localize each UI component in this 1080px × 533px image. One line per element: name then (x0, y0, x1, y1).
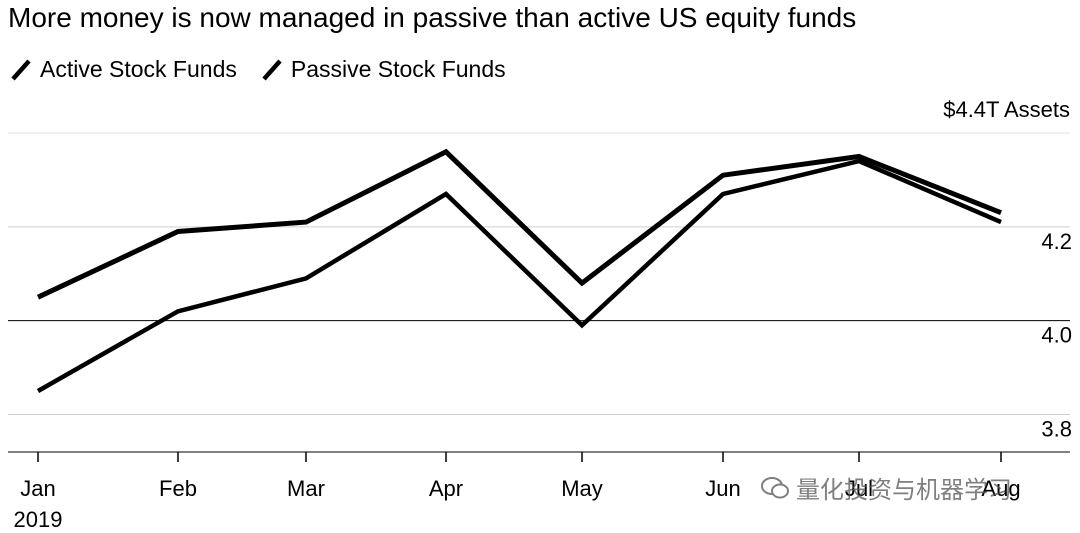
chart-legend: Active Stock Funds Passive Stock Funds (8, 56, 528, 83)
watermark-text: 量化投资与机器学习 (796, 476, 1012, 504)
x-tick-label: Aug (981, 476, 1020, 501)
x-tick-label: Mar (287, 476, 325, 501)
series-line-passive (36, 158, 1002, 393)
y-axis-unit-label: $4.4T Assets (943, 97, 1070, 122)
legend-swatch-passive-icon (262, 59, 282, 80)
series-line-active (36, 148, 1002, 300)
x-tick-label: Feb (159, 476, 197, 501)
chart-title: More money is now managed in passive tha… (8, 2, 857, 33)
watermark: 量化投资与机器学习 (760, 470, 1012, 505)
y-tick-label: 4.2 (1041, 229, 1072, 254)
legend-label-passive: Passive Stock Funds (290, 56, 506, 82)
y-tick-label: 4.0 (1041, 323, 1072, 348)
legend-item-passive: Passive Stock Funds (259, 56, 506, 83)
x-tick-label: Jan (20, 476, 55, 501)
x-tick-label: Jul (845, 476, 873, 501)
year-label: 2019 (14, 507, 63, 532)
legend-item-active: Active Stock Funds (8, 56, 237, 83)
legend-label-active: Active Stock Funds (40, 56, 237, 82)
x-tick-label: May (561, 476, 603, 501)
wechat-icon (761, 476, 789, 498)
legend-swatch-active-icon (11, 59, 31, 80)
x-tick-label: Jun (705, 476, 740, 501)
x-tick-label: Apr (429, 476, 463, 501)
y-tick-label: 3.8 (1041, 416, 1072, 441)
